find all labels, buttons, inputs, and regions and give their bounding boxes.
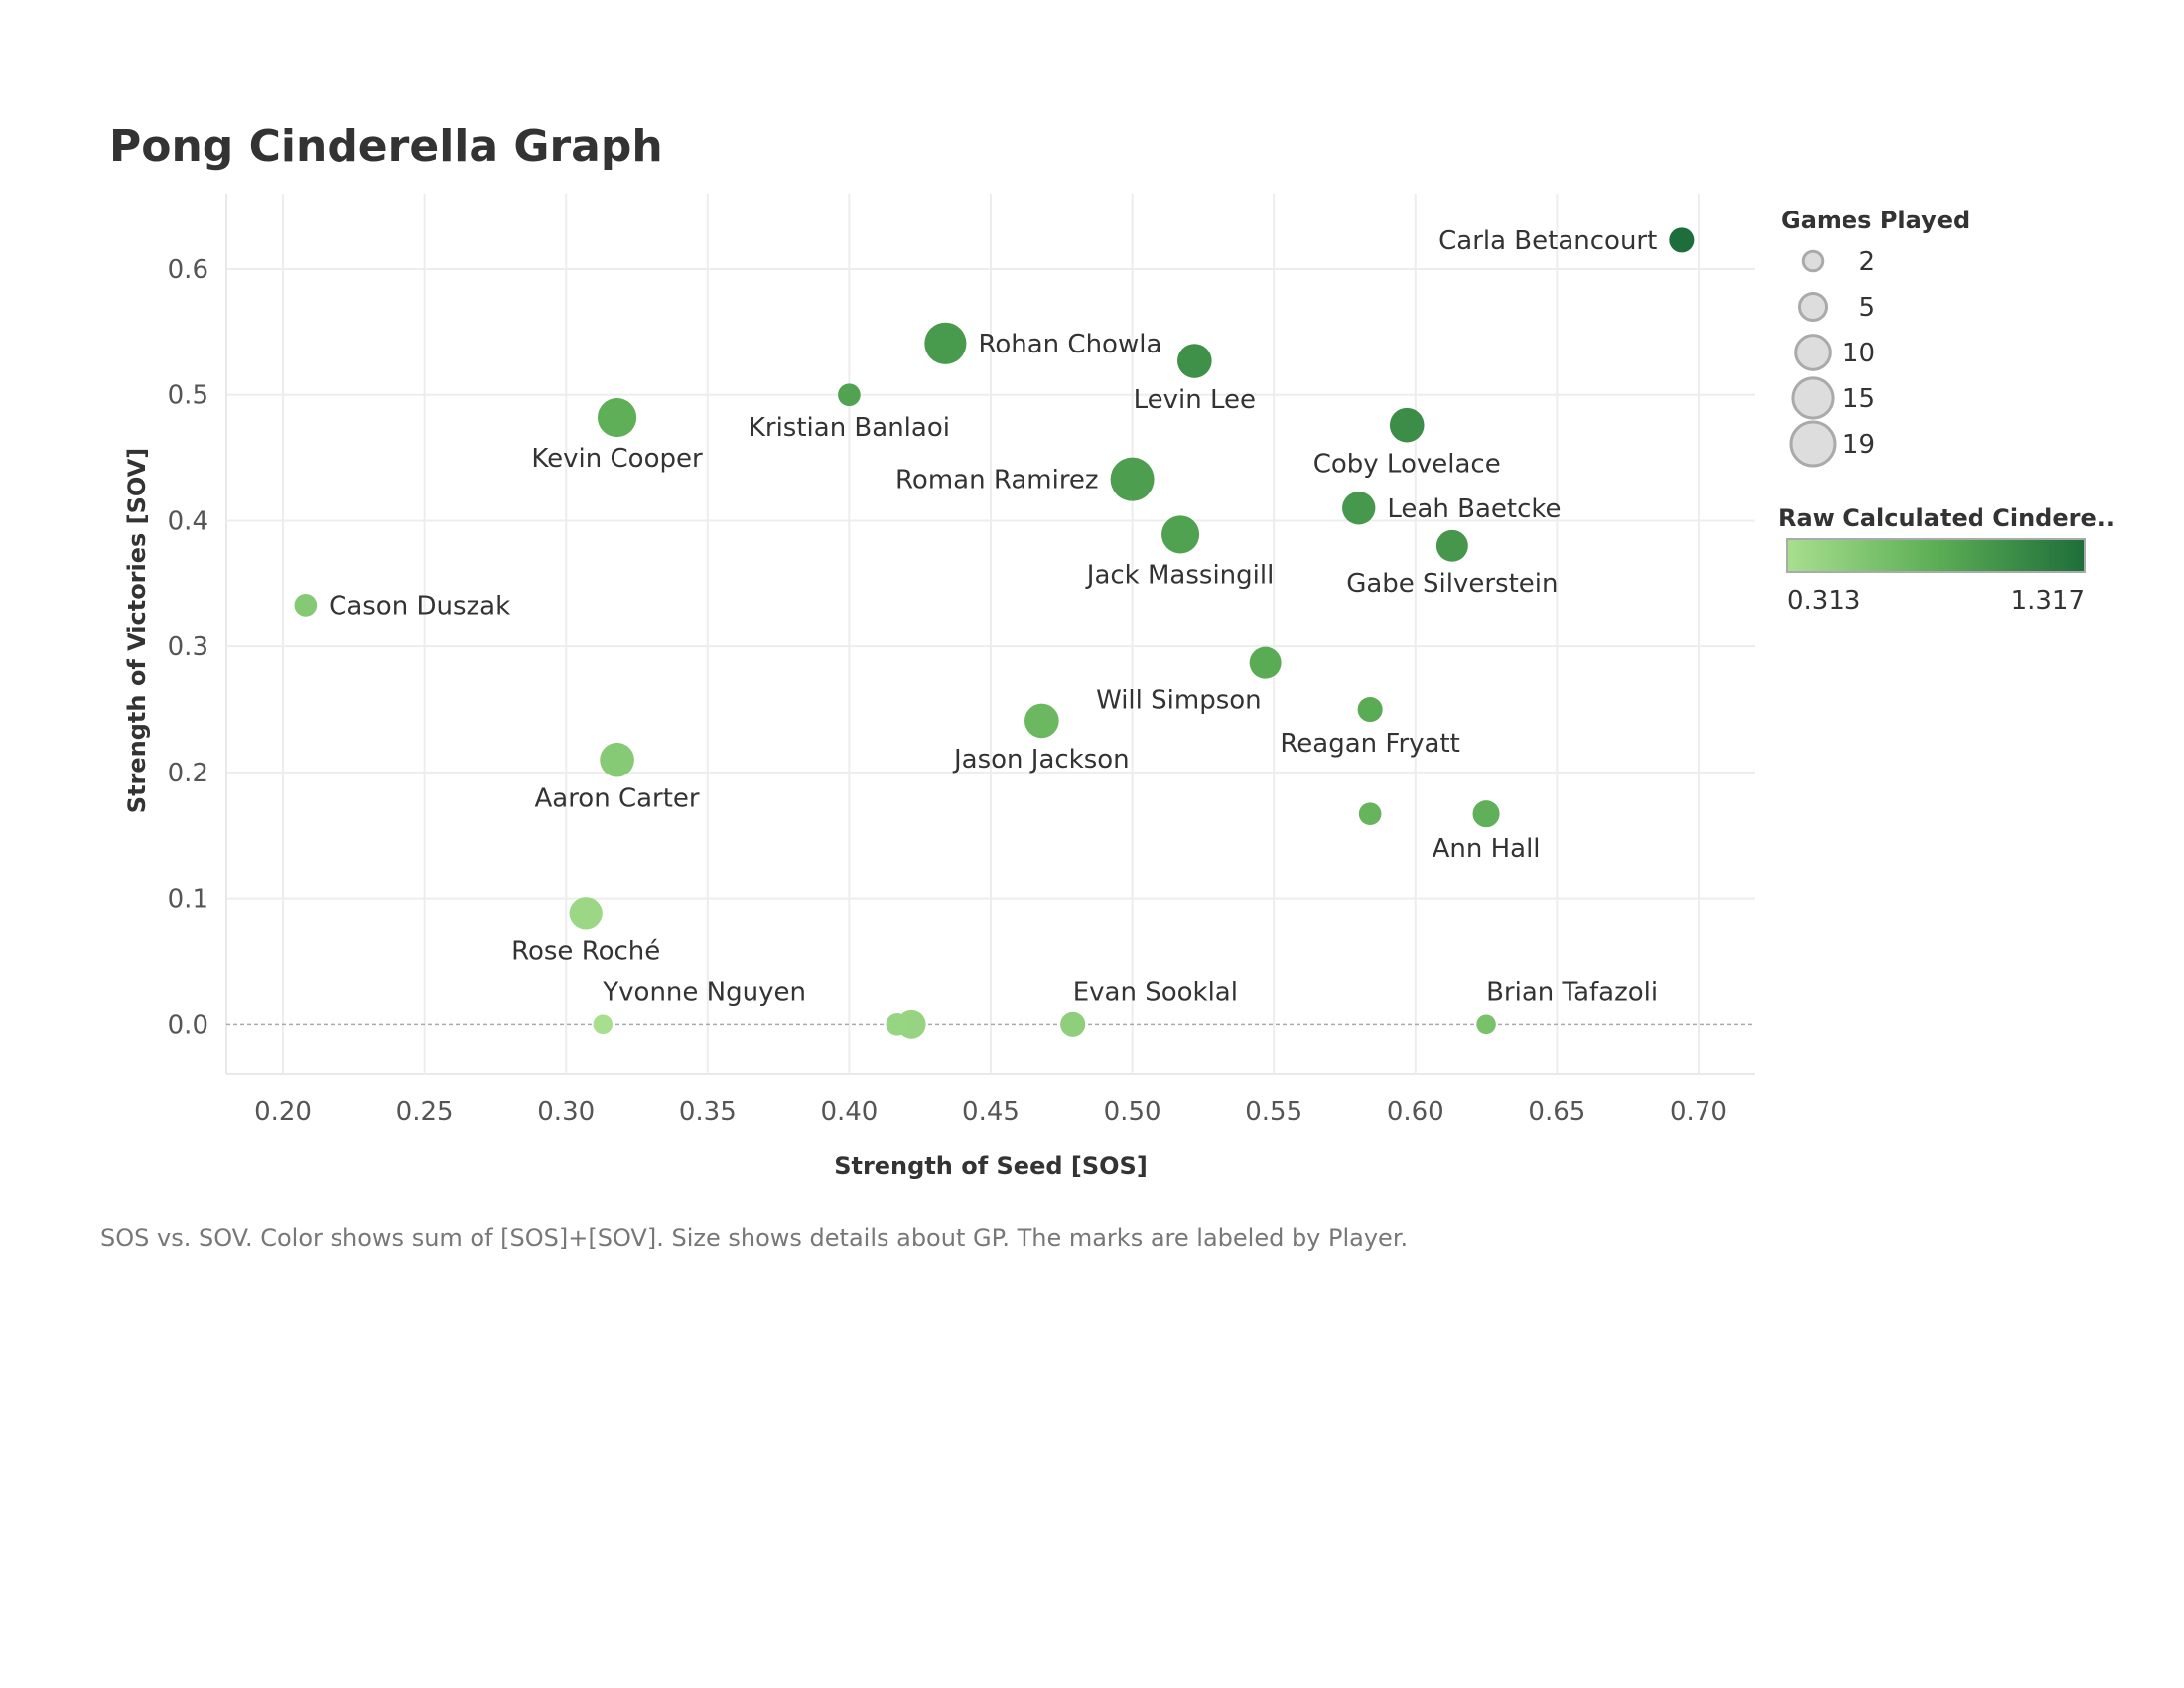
data-point[interactable] <box>1342 492 1376 525</box>
y-tick-label: 0.3 <box>168 633 208 662</box>
point-label: Ann Hall <box>1433 834 1541 864</box>
color-legend-min: 0.313 <box>1787 586 1860 616</box>
point-label: Kristian Banlaoi <box>749 413 950 443</box>
x-tick-label: 0.55 <box>1245 1097 1302 1127</box>
data-point[interactable] <box>1472 800 1500 828</box>
size-legend-label: 10 <box>1843 339 1875 368</box>
data-point[interactable] <box>600 742 634 777</box>
x-tick-label: 0.20 <box>254 1097 312 1127</box>
data-point[interactable] <box>1435 529 1468 562</box>
size-legend-marker <box>1797 291 1829 323</box>
chart-caption: SOS vs. SOV. Color shows sum of [SOS]+[S… <box>100 1224 1408 1252</box>
y-tick-label: 0.1 <box>168 885 208 914</box>
data-point[interactable] <box>886 1012 909 1036</box>
data-point[interactable] <box>1358 802 1382 826</box>
data-point[interactable] <box>1389 407 1425 443</box>
point-label: Coby Lovelace <box>1313 449 1501 479</box>
y-axis-title: Strength of Victories [SOV] <box>123 448 151 813</box>
size-legend-title: Games Played <box>1781 207 1970 234</box>
x-axis-title: Strength of Seed [SOS] <box>834 1152 1148 1180</box>
point-label: Aaron Carter <box>534 784 699 814</box>
y-tick-label: 0.5 <box>168 381 208 411</box>
data-point[interactable] <box>1249 646 1282 679</box>
data-point[interactable] <box>294 594 318 617</box>
size-legend-label: 5 <box>1858 293 1875 323</box>
data-point[interactable] <box>838 383 861 407</box>
point-label: Brian Tafazoli <box>1486 977 1658 1007</box>
y-tick-label: 0.4 <box>168 506 208 536</box>
size-legend-label: 19 <box>1843 430 1875 460</box>
x-tick-label: 0.30 <box>537 1097 595 1127</box>
color-legend-title: Raw Calculated Cindere.. <box>1778 504 2115 532</box>
x-tick-label: 0.25 <box>396 1097 454 1127</box>
point-labels: Carla Betancourt Rohan Chowla Levin Lee Kri… <box>329 226 1658 1007</box>
data-point[interactable] <box>569 897 603 930</box>
point-label: Jack Massingill <box>1085 560 1275 590</box>
y-axis: 0.0 0.1 0.2 0.3 0.4 0.5 0.6 <box>168 255 208 1040</box>
point-label: Rose Roché <box>511 936 660 966</box>
data-point[interactable] <box>1024 703 1059 739</box>
data-point[interactable] <box>1060 1011 1086 1037</box>
point-label: Reagan Fryatt <box>1280 729 1459 759</box>
point-label: Evan Sooklal <box>1073 977 1238 1007</box>
x-tick-label: 0.65 <box>1528 1097 1585 1127</box>
data-point[interactable] <box>1110 457 1155 501</box>
data-point[interactable] <box>1177 344 1212 378</box>
data-point[interactable] <box>1669 227 1695 253</box>
size-legend-label: 15 <box>1843 384 1875 414</box>
size-legend-label: 2 <box>1858 247 1875 277</box>
size-legend-marker <box>1794 334 1832 371</box>
color-legend: Raw Calculated Cindere.. 0.313 1.317 <box>1778 504 2115 616</box>
y-tick-label: 0.0 <box>168 1010 208 1040</box>
point-label: Carla Betancourt <box>1438 226 1657 256</box>
x-axis: 0.20 0.25 0.30 0.35 0.40 0.45 0.50 0.55 0.60 0.65… <box>254 1097 1727 1127</box>
x-tick-label: 0.45 <box>962 1097 1020 1127</box>
size-legend: Games Played 2 5 10 15 19 <box>1781 207 1970 468</box>
y-tick-label: 0.6 <box>168 255 208 285</box>
point-label: Roman Ramirez <box>895 466 1099 495</box>
data-point[interactable] <box>1476 1014 1496 1035</box>
point-label: Gabe Silverstein <box>1346 569 1558 599</box>
data-point[interactable] <box>924 322 967 364</box>
data-point[interactable] <box>1161 515 1200 554</box>
data-points <box>294 227 1695 1039</box>
x-tick-label: 0.60 <box>1387 1097 1444 1127</box>
x-tick-label: 0.50 <box>1104 1097 1161 1127</box>
data-point[interactable] <box>597 397 637 438</box>
point-label: Yvonne Nguyen <box>602 977 806 1007</box>
point-label: Leah Baetcke <box>1387 494 1561 524</box>
color-legend-max: 1.317 <box>2011 586 2085 616</box>
color-legend-bar <box>1786 538 2086 573</box>
x-tick-label: 0.40 <box>820 1097 878 1127</box>
point-label: Will Simpson <box>1096 686 1262 716</box>
data-point[interactable] <box>1357 696 1383 723</box>
x-tick-label: 0.70 <box>1670 1097 1727 1127</box>
chart-title: Pong Cinderella Graph <box>109 121 663 172</box>
point-label: Kevin Cooper <box>531 444 703 474</box>
point-label: Jason Jackson <box>952 745 1130 774</box>
point-label: Levin Lee <box>1134 385 1256 415</box>
grid <box>225 194 1755 1075</box>
size-legend-marker <box>1789 420 1837 468</box>
point-label: Rohan Chowla <box>978 330 1161 359</box>
size-legend-marker <box>1801 249 1825 273</box>
size-legend-marker <box>1791 376 1835 420</box>
point-label: Cason Duszak <box>329 591 510 621</box>
x-tick-label: 0.35 <box>679 1097 737 1127</box>
y-tick-label: 0.2 <box>168 759 208 788</box>
data-point[interactable] <box>593 1014 614 1035</box>
